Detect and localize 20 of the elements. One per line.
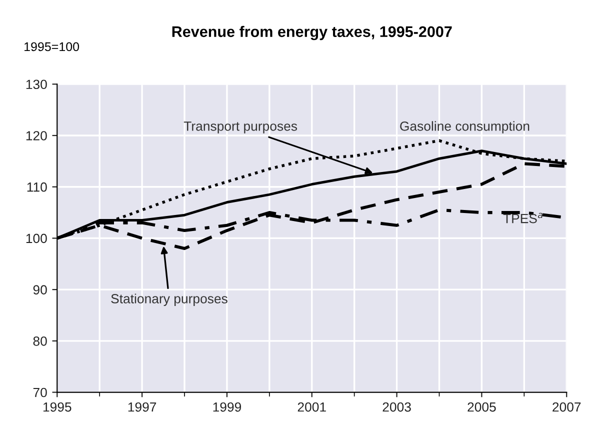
y-tick-label: 90 [33,285,47,294]
x-tick-label: 2005 [468,402,496,412]
x-tick-label: 2001 [298,402,326,412]
y-tick-label: 70 [33,388,47,398]
text: Transport purposes [184,122,298,134]
x-tick-label: 2003 [382,402,411,412]
y-tick-label: 110 [27,182,47,192]
y-tick-label: 100 [26,234,47,244]
x-tick-label: 1995 [43,402,72,412]
x-tick-label: 1997 [128,402,156,412]
text: Stationary purposes [111,294,228,306]
y-tick-label: 120 [26,131,47,140]
y-tick-label: 130 [26,80,47,90]
x-tick-label: 1999 [213,402,242,412]
chart-title: Revenue from energy taxes, 1995-2007 [172,26,452,40]
x-tick-label: 2007 [552,402,581,412]
series-label: Gasoline consumption [400,121,530,134]
y-tick-label: 80 [33,336,47,346]
series-label: TPES$^{a}$ [503,212,543,224]
y-axis-title: 1995=100 [24,42,80,52]
